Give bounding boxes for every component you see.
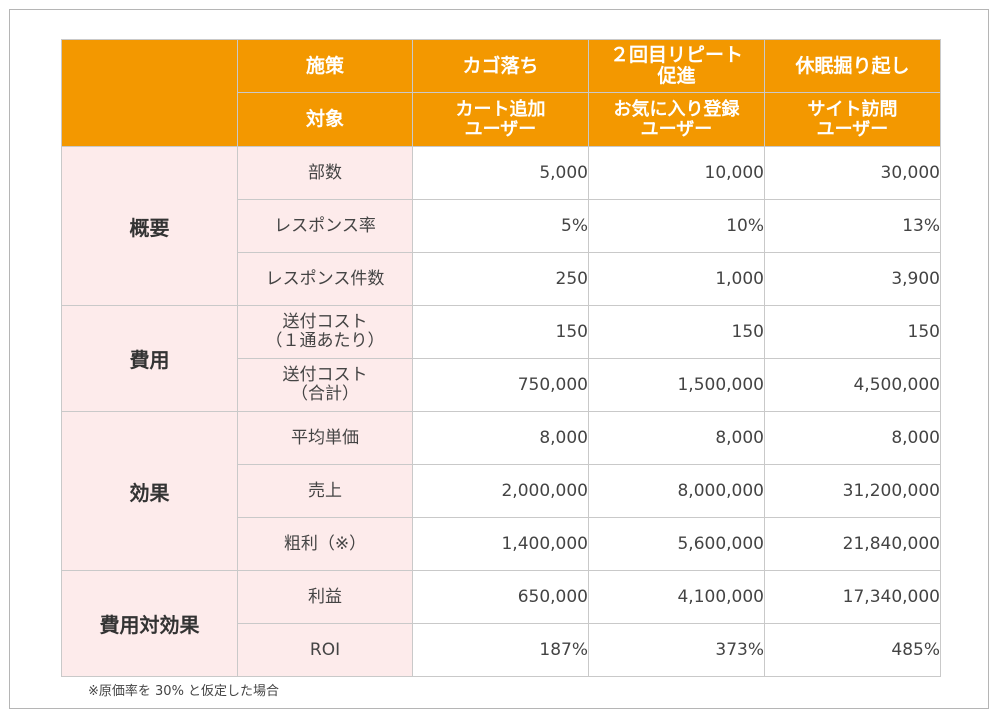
table-row: 費用 送付コスト （１通あたり） 150 150 150 [61,305,941,412]
row-label: 送付コスト （合計） [237,358,413,412]
row-label: 売上 [237,464,413,518]
value-cell: 10% [588,199,765,253]
value-cell: 250 [412,252,589,306]
row-label: 送付コスト （１通あたり） [237,305,413,359]
header-campaign-2: ２回目リピート 促進 [588,39,765,93]
header-target-2: お気に入り登録 ユーザー [588,92,765,147]
row-label: 粗利（※） [237,517,413,571]
value-cell: 13% [764,199,941,253]
table-row: レスポンス率 5% 10% 13% [62,199,941,253]
header-label-policy: 施策 [237,39,413,93]
value-cell: 1,400,000 [412,517,589,571]
value-cell: 4,500,000 [764,358,941,412]
group-overview: 概要 [61,146,238,306]
table-row: 送付コスト （合計） 750,000 1,500,000 4,500,000 [62,358,941,412]
row-label: ROI [237,623,413,677]
header-corner-cell [61,39,238,147]
value-cell: 150 [412,305,589,359]
value-cell: 8,000 [588,411,765,465]
table-row: 概要 部数 5,000 10,000 30,000 [61,146,941,306]
table-row: 売上 2,000,000 8,000,000 31,200,000 [62,464,941,518]
header-target-3: サイト訪問 ユーザー [764,92,941,147]
value-cell: 8,000,000 [588,464,765,518]
header-campaign-1: カゴ落ち [412,39,589,93]
value-cell: 5% [412,199,589,253]
value-cell: 8,000 [412,411,589,465]
value-cell: 8,000 [764,411,941,465]
value-cell: 150 [764,305,941,359]
header-row-target: 対象 カート追加 ユーザー お気に入り登録 ユーザー サイト訪問 ユーザー [62,92,941,147]
value-cell: 150 [588,305,765,359]
table-row: 費用対効果 利益 650,000 4,100,000 17,340,000 [61,570,941,677]
group-cost: 費用 [61,305,238,412]
row-label: レスポンス率 [237,199,413,253]
value-cell: 485% [764,623,941,677]
value-cell: 10,000 [588,146,765,200]
table-row: ROI 187% 373% 485% [62,623,941,677]
header-campaign-3: 休眠掘り起し [764,39,941,93]
value-cell: 3,900 [764,252,941,306]
group-roi: 費用対効果 [61,570,238,677]
value-cell: 373% [588,623,765,677]
value-cell: 187% [412,623,589,677]
group-effect: 効果 [61,411,238,571]
value-cell: 17,340,000 [764,570,941,624]
value-cell: 2,000,000 [412,464,589,518]
value-cell: 650,000 [412,570,589,624]
row-label: 利益 [237,570,413,624]
value-cell: 30,000 [764,146,941,200]
row-label: レスポンス件数 [237,252,413,306]
header-row-policy: 施策 カゴ落ち ２回目リピート 促進 休眠掘り起し [61,39,941,147]
table-row: 粗利（※） 1,400,000 5,600,000 21,840,000 [62,517,941,571]
header-target-1: カート追加 ユーザー [412,92,589,147]
row-label: 部数 [237,146,413,200]
row-label: 平均単価 [237,411,413,465]
table-row: 効果 平均単価 8,000 8,000 8,000 [61,411,941,571]
value-cell: 21,840,000 [764,517,941,571]
value-cell: 31,200,000 [764,464,941,518]
campaign-comparison-table: 施策 カゴ落ち ２回目リピート 促進 休眠掘り起し 対象 カート追加 ユーザー … [61,39,941,677]
value-cell: 5,000 [412,146,589,200]
value-cell: 1,000 [588,252,765,306]
value-cell: 1,500,000 [588,358,765,412]
footnote: ※原価率を 30% と仮定した場合 [88,684,280,699]
header-label-target: 対象 [237,92,413,147]
value-cell: 4,100,000 [588,570,765,624]
value-cell: 750,000 [412,358,589,412]
value-cell: 5,600,000 [588,517,765,571]
